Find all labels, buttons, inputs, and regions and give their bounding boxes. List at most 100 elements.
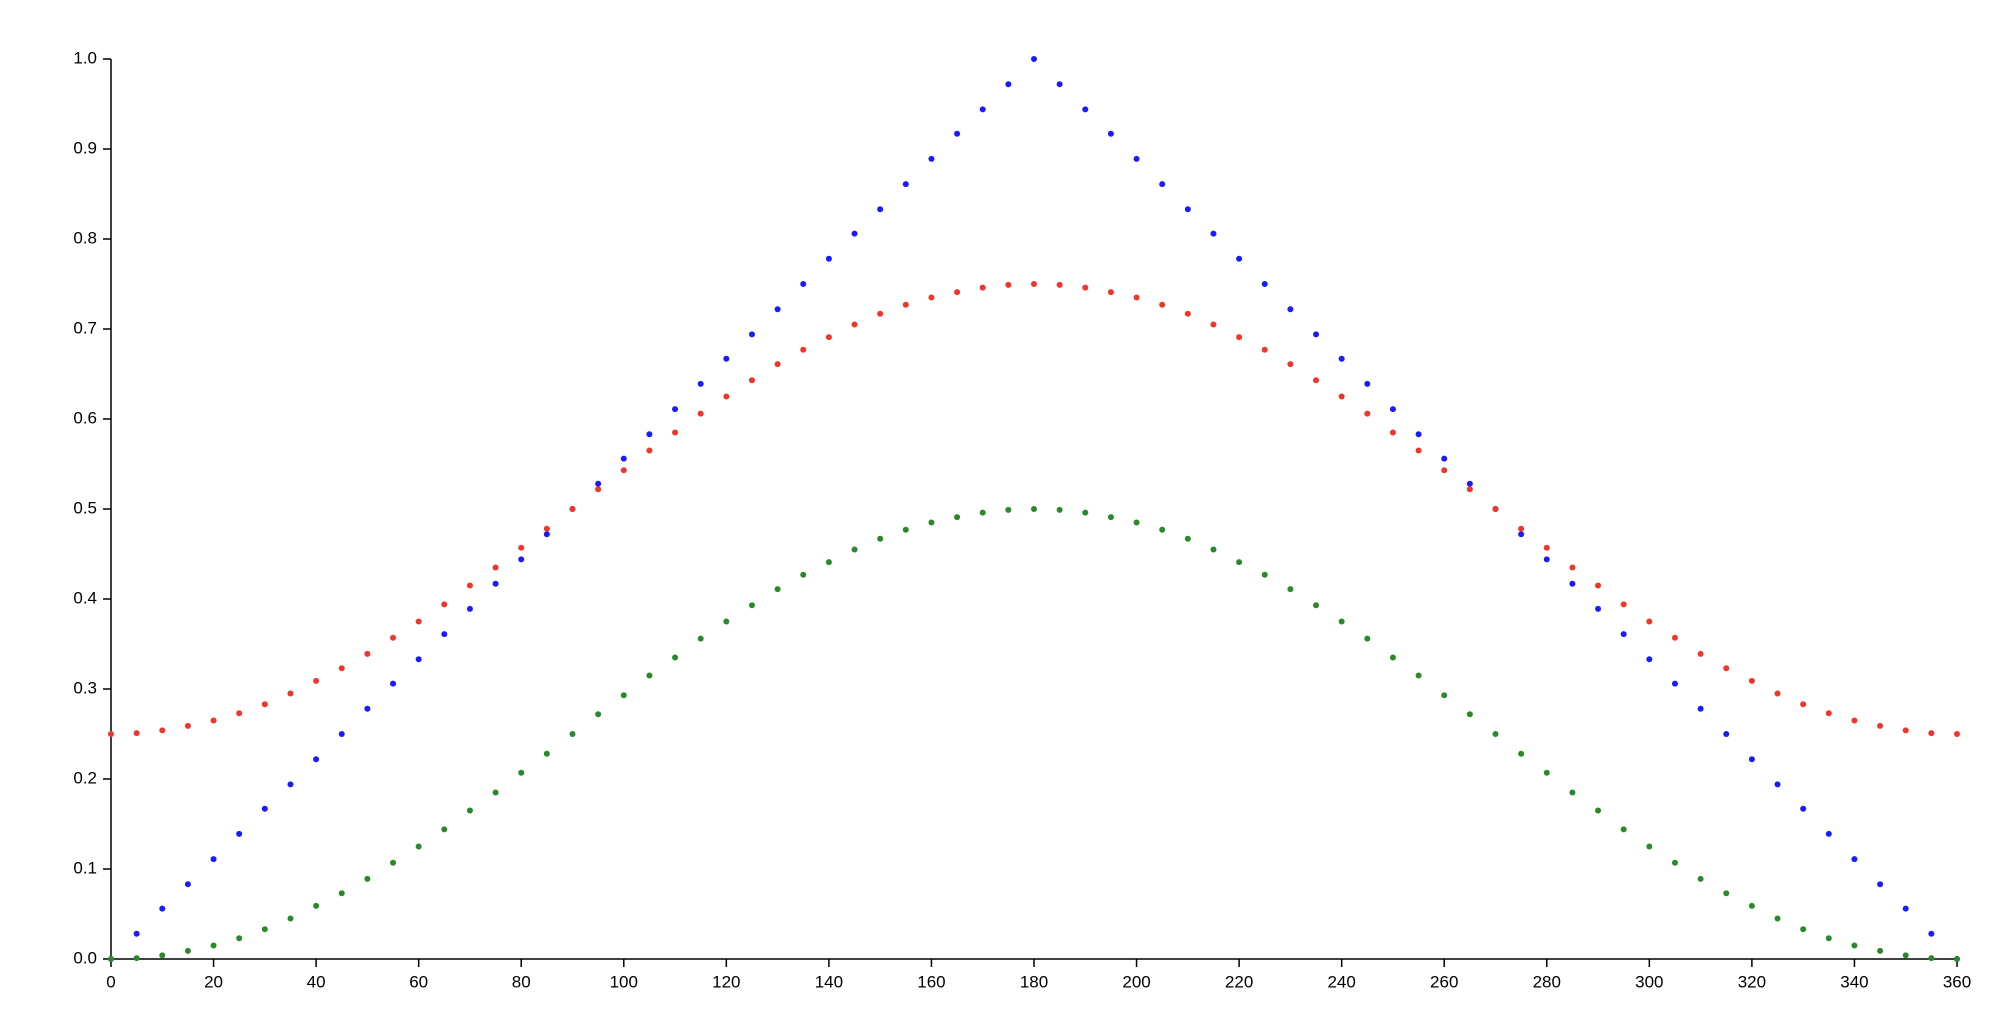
point [1210, 230, 1217, 237]
x-tick-label: 60 [409, 972, 428, 991]
point [1646, 843, 1653, 850]
point [415, 656, 422, 663]
point [1595, 605, 1602, 612]
point [108, 731, 114, 737]
point [543, 525, 550, 532]
point [1056, 81, 1063, 88]
point [1595, 807, 1602, 814]
point [1133, 519, 1140, 526]
point [1236, 559, 1243, 566]
x-tick-label: 220 [1225, 972, 1253, 991]
point [1697, 650, 1704, 657]
point [1364, 635, 1371, 642]
point [338, 665, 345, 672]
point [1466, 480, 1473, 487]
point [723, 393, 730, 400]
point [184, 881, 191, 888]
point [1005, 81, 1012, 88]
point [1569, 564, 1576, 571]
point [1492, 731, 1499, 737]
point [1851, 942, 1858, 949]
point [1825, 935, 1832, 942]
point [902, 181, 909, 188]
point [825, 559, 832, 566]
point [569, 731, 576, 737]
point [1543, 544, 1550, 551]
point [466, 605, 473, 612]
point [441, 826, 448, 833]
point [1389, 654, 1396, 661]
point [1338, 355, 1345, 362]
point [928, 155, 935, 162]
point [979, 106, 986, 113]
point [800, 571, 807, 578]
x-tick-label: 180 [1020, 972, 1048, 991]
point [364, 705, 371, 712]
y-tick-label: 0.5 [73, 498, 97, 517]
point [543, 750, 550, 757]
point [261, 926, 268, 933]
x-tick-label: 320 [1738, 972, 1766, 991]
point [1313, 331, 1320, 338]
point [313, 756, 320, 763]
point [1518, 750, 1525, 757]
point [697, 410, 704, 417]
point [338, 731, 345, 737]
point [620, 692, 627, 699]
point [1031, 281, 1037, 287]
point [800, 281, 807, 287]
point [1210, 321, 1217, 328]
point [543, 531, 550, 538]
x-tick-label: 40 [307, 972, 326, 991]
x-tick-label: 140 [815, 972, 843, 991]
point [313, 677, 320, 684]
point [1877, 947, 1884, 954]
point [133, 955, 140, 962]
x-tick-label: 240 [1327, 972, 1355, 991]
point [415, 843, 422, 850]
point [1261, 571, 1268, 578]
point [1107, 289, 1114, 296]
point [1441, 467, 1448, 474]
point [313, 902, 320, 909]
x-tick-label: 300 [1635, 972, 1663, 991]
point [697, 380, 704, 387]
point [1338, 393, 1345, 400]
point [1928, 730, 1935, 737]
point [1569, 789, 1576, 796]
point [492, 789, 499, 796]
point [1825, 830, 1832, 837]
point [697, 635, 704, 642]
point [1415, 447, 1422, 454]
point [287, 690, 294, 697]
y-tick-label: 0.3 [73, 678, 97, 697]
point [1928, 955, 1935, 962]
point [748, 331, 755, 338]
point [1107, 130, 1114, 137]
x-tick-label: 200 [1122, 972, 1150, 991]
x-tick-label: 260 [1430, 972, 1458, 991]
point [1671, 634, 1678, 641]
y-tick-label: 0.2 [73, 768, 97, 787]
point [1569, 580, 1576, 587]
point [1492, 506, 1499, 512]
point [133, 930, 140, 937]
point [928, 519, 935, 526]
point [236, 710, 243, 717]
point [1800, 701, 1807, 708]
point [902, 526, 909, 533]
point [1723, 890, 1730, 897]
point [672, 429, 679, 436]
point [1902, 905, 1909, 912]
point [1313, 602, 1320, 609]
y-tick-label: 0.4 [73, 588, 97, 607]
point [1748, 677, 1755, 684]
point [159, 952, 166, 959]
point [954, 289, 961, 296]
point [210, 717, 217, 724]
point [338, 890, 345, 897]
y-tick-label: 0.9 [73, 138, 97, 157]
point [390, 859, 397, 866]
point [1287, 586, 1294, 593]
point [800, 346, 807, 353]
